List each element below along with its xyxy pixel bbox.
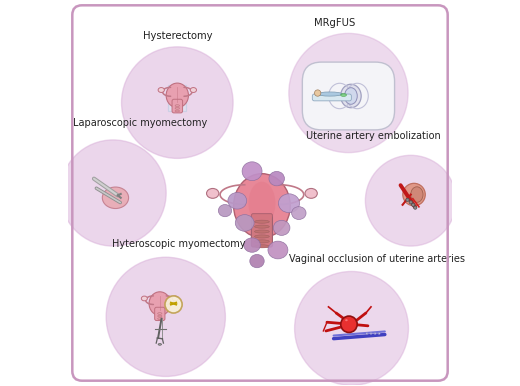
Text: Vaginal occlusion of uterine arteries: Vaginal occlusion of uterine arteries [289,254,465,264]
Ellipse shape [158,318,162,320]
Ellipse shape [158,88,164,93]
Text: Laparoscopic myomectomy: Laparoscopic myomectomy [73,119,207,129]
Circle shape [106,257,225,376]
Ellipse shape [141,296,147,301]
Ellipse shape [305,188,317,198]
Ellipse shape [175,105,179,107]
Ellipse shape [411,187,423,202]
Ellipse shape [254,245,269,248]
Ellipse shape [345,319,348,321]
Text: MRgFUS: MRgFUS [315,18,356,28]
FancyBboxPatch shape [251,213,272,247]
Ellipse shape [279,194,300,213]
Ellipse shape [206,188,219,198]
Ellipse shape [254,220,269,223]
Circle shape [315,90,321,96]
Ellipse shape [318,92,342,96]
Ellipse shape [254,230,269,233]
Ellipse shape [268,241,288,259]
Ellipse shape [233,174,290,238]
Circle shape [366,333,368,334]
Ellipse shape [102,187,128,208]
Ellipse shape [235,215,254,231]
Ellipse shape [269,171,284,186]
Circle shape [406,198,409,201]
Ellipse shape [254,225,269,228]
Circle shape [165,296,182,313]
FancyBboxPatch shape [172,99,183,113]
Ellipse shape [175,110,179,112]
Ellipse shape [158,344,162,345]
Circle shape [295,271,408,385]
Circle shape [370,333,372,334]
Text: Hysterectomy: Hysterectomy [142,31,212,41]
Ellipse shape [190,88,197,93]
Ellipse shape [158,313,162,314]
Circle shape [412,203,415,207]
Circle shape [374,333,376,334]
Ellipse shape [166,83,188,108]
Circle shape [366,155,456,246]
Ellipse shape [250,254,264,268]
Ellipse shape [403,183,425,206]
Ellipse shape [292,207,306,220]
Ellipse shape [149,292,171,315]
FancyBboxPatch shape [302,62,395,130]
Circle shape [378,333,380,334]
Ellipse shape [244,238,261,252]
Ellipse shape [158,315,162,317]
Circle shape [409,201,412,204]
Text: Hyteroscopic myomectomy: Hyteroscopic myomectomy [112,239,245,249]
Circle shape [413,206,417,209]
FancyBboxPatch shape [154,307,165,320]
Circle shape [289,33,408,152]
Ellipse shape [242,162,262,181]
Ellipse shape [341,84,361,108]
Ellipse shape [218,205,231,217]
Ellipse shape [172,296,178,301]
Circle shape [341,316,357,332]
FancyBboxPatch shape [168,85,186,112]
Ellipse shape [249,182,276,225]
Ellipse shape [345,88,357,104]
Ellipse shape [228,193,246,209]
Text: Uterine artery embolization: Uterine artery embolization [306,131,441,141]
Circle shape [60,140,166,246]
Ellipse shape [274,220,290,235]
Ellipse shape [175,107,179,109]
Ellipse shape [254,240,269,243]
FancyBboxPatch shape [313,94,352,101]
Ellipse shape [254,235,269,238]
Ellipse shape [341,93,346,96]
Circle shape [122,47,233,158]
